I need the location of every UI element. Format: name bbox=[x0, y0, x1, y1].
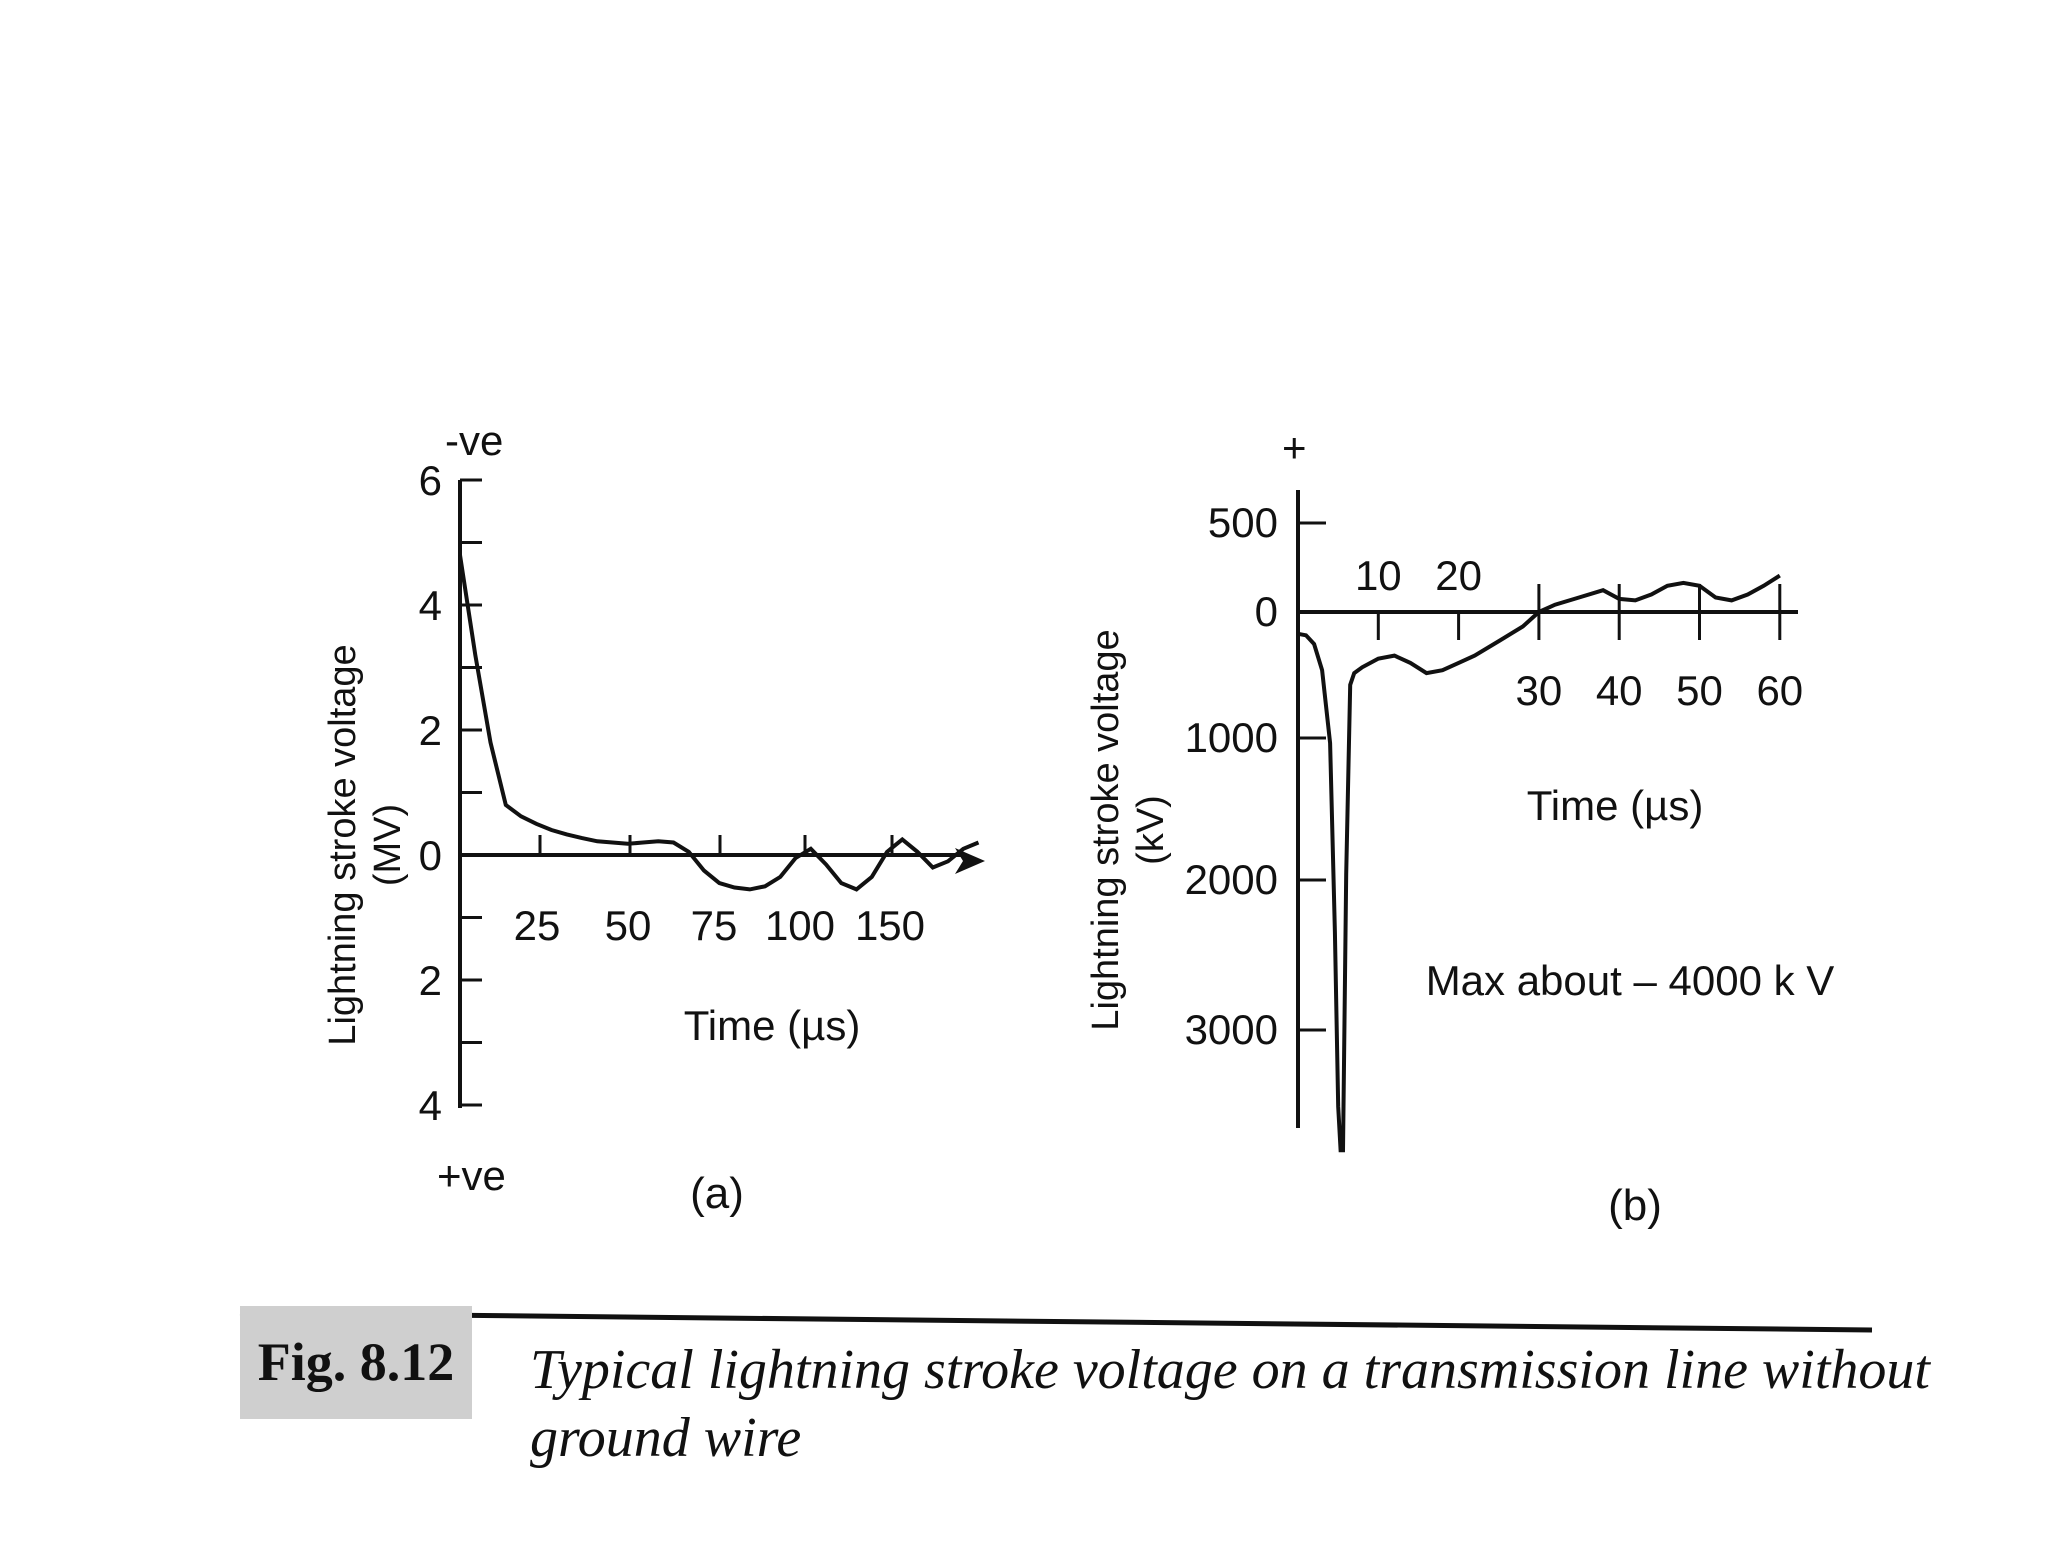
chart-a-x-ticks: 25 50 75 100 150 bbox=[514, 835, 925, 949]
chart-a-panel-label: (a) bbox=[690, 1169, 744, 1218]
chart-a-ylabel: Lightning stroke voltage bbox=[322, 644, 364, 1045]
figure-caption: Fig. 8.12 Typical lightning stroke volta… bbox=[239, 1306, 1931, 1469]
chart-b-top-sign: + bbox=[1282, 424, 1307, 471]
caption-line-1: Typical lightning stroke voltage on a tr… bbox=[530, 1339, 1931, 1401]
chart-b-x-tick-label: 60 bbox=[1756, 667, 1803, 714]
chart-b-x-tick-label: 40 bbox=[1596, 667, 1643, 714]
chart-a-y-tick-label: 2 bbox=[419, 957, 442, 1004]
chart-a-x-tick-label: 50 bbox=[605, 902, 652, 949]
chart-b-y-tick-label: 0 bbox=[1255, 588, 1278, 635]
chart-a-y-tick-label: 0 bbox=[419, 832, 442, 879]
chart-b-x-ticks: 10 20 30 40 50 60 bbox=[1355, 552, 1803, 714]
chart-a-bottom-sign: +ve bbox=[437, 1152, 506, 1199]
chart-a-y-tick-label: 2 bbox=[419, 707, 442, 754]
chart-b-y-tick-label: 1000 bbox=[1185, 714, 1278, 761]
chart-b-xlabel: Time (µs) bbox=[1527, 782, 1704, 829]
chart-b: Lightning stroke voltage (kV) + 500 0 1000… bbox=[1085, 424, 1834, 1230]
chart-b-x-tick-label: 20 bbox=[1435, 552, 1482, 599]
chart-a-yunit: (MV) bbox=[367, 804, 409, 886]
chart-a-y-tick-label: 4 bbox=[419, 582, 442, 629]
chart-b-series-line bbox=[1297, 573, 1781, 1153]
chart-a-x-tick-label: 25 bbox=[514, 902, 561, 949]
chart-b-x-tick-label: 10 bbox=[1355, 552, 1402, 599]
chart-a-x-tick-label: 100 bbox=[765, 902, 835, 949]
fig-label: Fig. 8.12 bbox=[258, 1332, 455, 1392]
chart-b-x-tick-label: 50 bbox=[1676, 667, 1723, 714]
chart-b-x-tick-label: 30 bbox=[1516, 667, 1563, 714]
chart-a-xlabel: Time (µs) bbox=[684, 1002, 861, 1049]
chart-a-x-tick-label: 75 bbox=[691, 902, 738, 949]
chart-a-y-ticks: 6 4 2 0 2 4 bbox=[419, 457, 482, 1129]
chart-a-y-tick-label: 4 bbox=[419, 1082, 442, 1129]
chart-b-y-tick-label: 500 bbox=[1208, 499, 1278, 546]
fig-label-box bbox=[240, 1306, 472, 1419]
chart-a-y-tick-label: 6 bbox=[419, 457, 442, 504]
caption-rule bbox=[239, 1310, 1873, 1333]
chart-b-ylabel: Lightning stroke voltage bbox=[1085, 629, 1127, 1030]
chart-b-panel-label: (b) bbox=[1608, 1181, 1662, 1230]
chart-a-x-tick-label: 150 bbox=[855, 902, 925, 949]
chart-a: Lightning stroke voltage (MV) -ve +ve 6 4… bbox=[322, 417, 985, 1218]
chart-a-series-line bbox=[458, 554, 980, 892]
chart-b-yunit: (kV) bbox=[1130, 795, 1172, 865]
chart-b-annotation: Max about – 4000 k V bbox=[1426, 957, 1835, 1004]
chart-a-x-arrow bbox=[955, 848, 985, 874]
chart-b-y-ticks: 500 0 1000 2000 3000 bbox=[1185, 499, 1326, 1053]
chart-b-y-tick-label: 2000 bbox=[1185, 856, 1278, 903]
caption-line-2: ground wire bbox=[530, 1407, 801, 1469]
chart-a-top-sign: -ve bbox=[445, 417, 503, 464]
chart-b-y-tick-label: 3000 bbox=[1185, 1006, 1278, 1053]
